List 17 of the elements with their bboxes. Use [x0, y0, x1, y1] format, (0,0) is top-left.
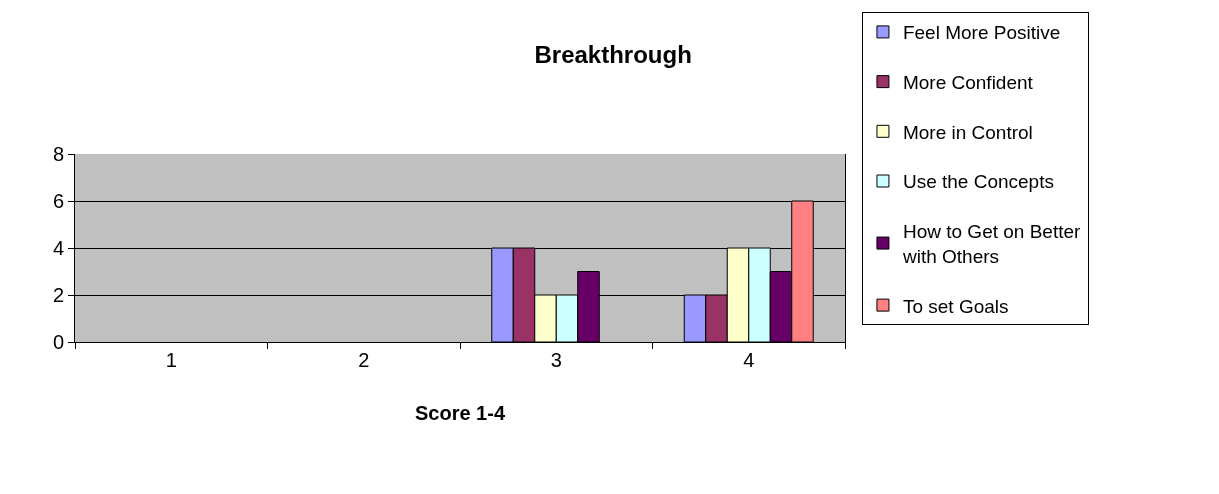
legend-label: Use the Concepts: [902, 171, 1054, 193]
y-tick-label: 8: [52, 143, 64, 165]
y-tick-label: 0: [52, 331, 64, 353]
y-tick-label: 2: [52, 284, 64, 306]
legend-label: How to Get on Better with Others: [901, 221, 1082, 267]
legend-label: To set Goals: [902, 295, 1009, 317]
x-axis-title: Score 1-4: [414, 401, 506, 424]
chart-title: Breakthrough: [534, 41, 692, 69]
x-tick-label: 3: [550, 349, 562, 371]
legend-label: More Confident: [902, 72, 1034, 94]
legend-label: Feel More Positive: [902, 22, 1061, 44]
y-tick-label: 4: [52, 237, 64, 259]
y-tick-label: 6: [52, 190, 64, 212]
x-tick-label: 2: [358, 349, 370, 371]
legend-label: More in Control: [902, 121, 1033, 143]
x-tick-label: 4: [743, 349, 755, 371]
x-tick-label: 1: [165, 349, 177, 371]
